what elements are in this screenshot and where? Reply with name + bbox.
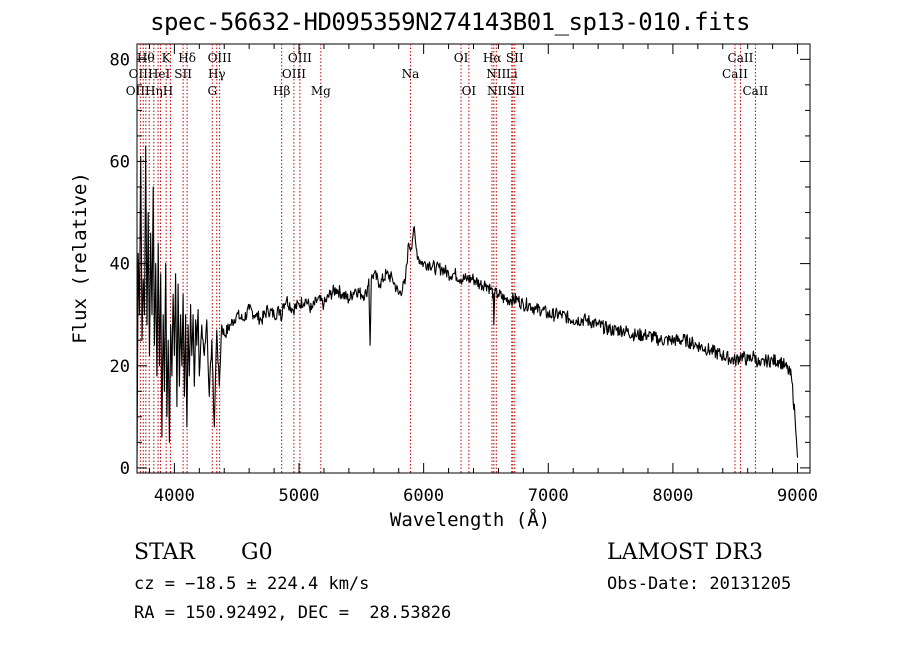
line-label: Hα	[483, 51, 502, 65]
chart-title: spec-56632-HD095359N274143B01_sp13-010.f…	[150, 8, 750, 36]
x-axis-label: Wavelength (Å)	[389, 509, 551, 531]
x-tick-label: 8000	[652, 486, 693, 506]
coordinates: RA = 150.92492, DEC = 28.53826	[134, 603, 452, 623]
line-label: OIIHeI	[129, 67, 171, 81]
line-label: Hβ	[273, 84, 290, 98]
y-tick-label: 80	[110, 50, 130, 70]
object-subclass: G0	[241, 540, 273, 565]
line-label: OIII	[288, 51, 312, 65]
line-label: CaII	[722, 67, 748, 81]
x-tick-label: 4000	[154, 486, 195, 506]
plot-frame	[136, 43, 811, 474]
line-label: OIII	[208, 51, 232, 65]
line-label: Hγ	[208, 67, 226, 81]
line-label: NIISII	[487, 84, 525, 98]
x-tick-label: 9000	[777, 486, 818, 506]
x-tick-label: 5000	[279, 486, 320, 506]
y-tick-label: 0	[120, 459, 130, 479]
line-label: OI	[454, 51, 469, 65]
line-label: Hθ	[137, 51, 155, 65]
line-label: NII	[486, 67, 506, 81]
line-label: K	[162, 51, 172, 65]
line-label: Na	[402, 67, 420, 81]
y-tick-label: 20	[110, 357, 130, 377]
line-label: Li	[506, 67, 518, 81]
line-label: CaII	[728, 51, 754, 65]
line-label: SII	[506, 51, 524, 65]
line-label: OIII	[282, 67, 306, 81]
line-label: OI	[462, 84, 477, 98]
line-label: CaII	[742, 84, 768, 98]
line-label: SII	[174, 67, 192, 81]
redshift-velocity: cz = −18.5 ± 224.4 km/s	[134, 574, 370, 594]
observation-date: Obs-Date: 20131205	[607, 574, 792, 594]
x-tick-label: 6000	[403, 486, 444, 506]
x-tick-label: 7000	[528, 486, 569, 506]
object-class: STAR	[134, 540, 195, 565]
line-label: OIIHηH	[126, 84, 173, 98]
line-label: G	[207, 84, 217, 98]
spectrum-line	[136, 145, 799, 468]
survey-name: LAMOST DR3	[607, 540, 763, 565]
y-tick-label: 60	[110, 152, 130, 172]
line-label: Mg	[311, 84, 331, 98]
line-label: Hδ	[178, 51, 196, 65]
y-tick-label: 40	[110, 255, 130, 275]
y-axis-label: Flux (relative)	[69, 172, 91, 344]
